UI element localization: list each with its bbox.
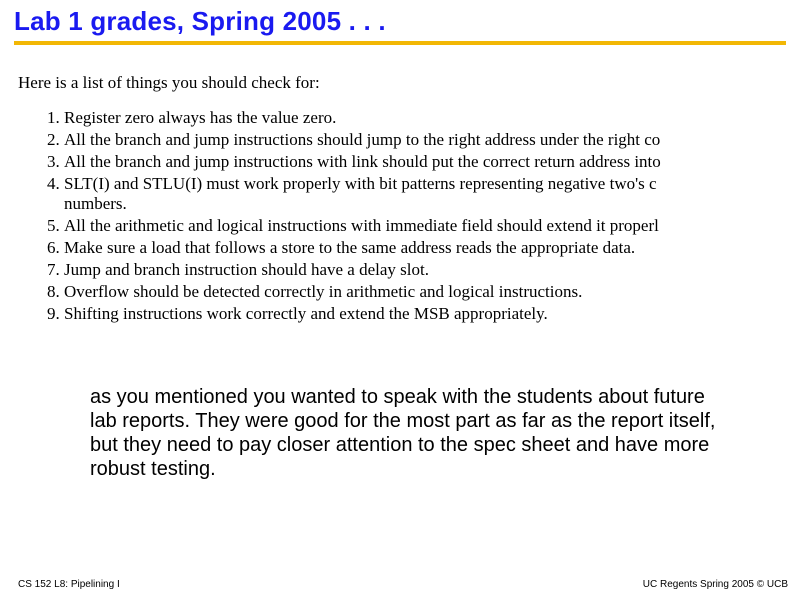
list-item: All the arithmetic and logical instructi…	[64, 215, 800, 237]
footer-right: UC Regents Spring 2005 © UCB	[643, 579, 788, 590]
footer-left: CS 152 L8: Pipelining I	[18, 579, 120, 590]
slide-title: Lab 1 grades, Spring 2005 . . .	[0, 0, 800, 39]
list-item-line: SLT(I) and STLU(I) must work properly wi…	[64, 174, 657, 193]
list-item: Overflow should be detected correctly in…	[64, 281, 800, 303]
reader-note: as you mentioned you wanted to speak wit…	[90, 385, 720, 481]
list-item: Jump and branch instruction should have …	[64, 259, 800, 281]
list-item: Register zero always has the value zero.	[64, 107, 800, 129]
list-item: Shifting instructions work correctly and…	[64, 303, 800, 325]
intro-text: Here is a list of things you should chec…	[18, 73, 800, 93]
list-item: SLT(I) and STLU(I) must work properly wi…	[64, 173, 800, 215]
list-item: Make sure a load that follows a store to…	[64, 237, 800, 259]
title-underline	[14, 41, 786, 45]
list-item-line: numbers.	[64, 194, 127, 213]
list-item: All the branch and jump instructions sho…	[64, 129, 800, 151]
list-item: All the branch and jump instructions wit…	[64, 151, 800, 173]
checklist: Register zero always has the value zero.…	[64, 107, 800, 325]
footer: CS 152 L8: Pipelining I UC Regents Sprin…	[0, 579, 800, 590]
